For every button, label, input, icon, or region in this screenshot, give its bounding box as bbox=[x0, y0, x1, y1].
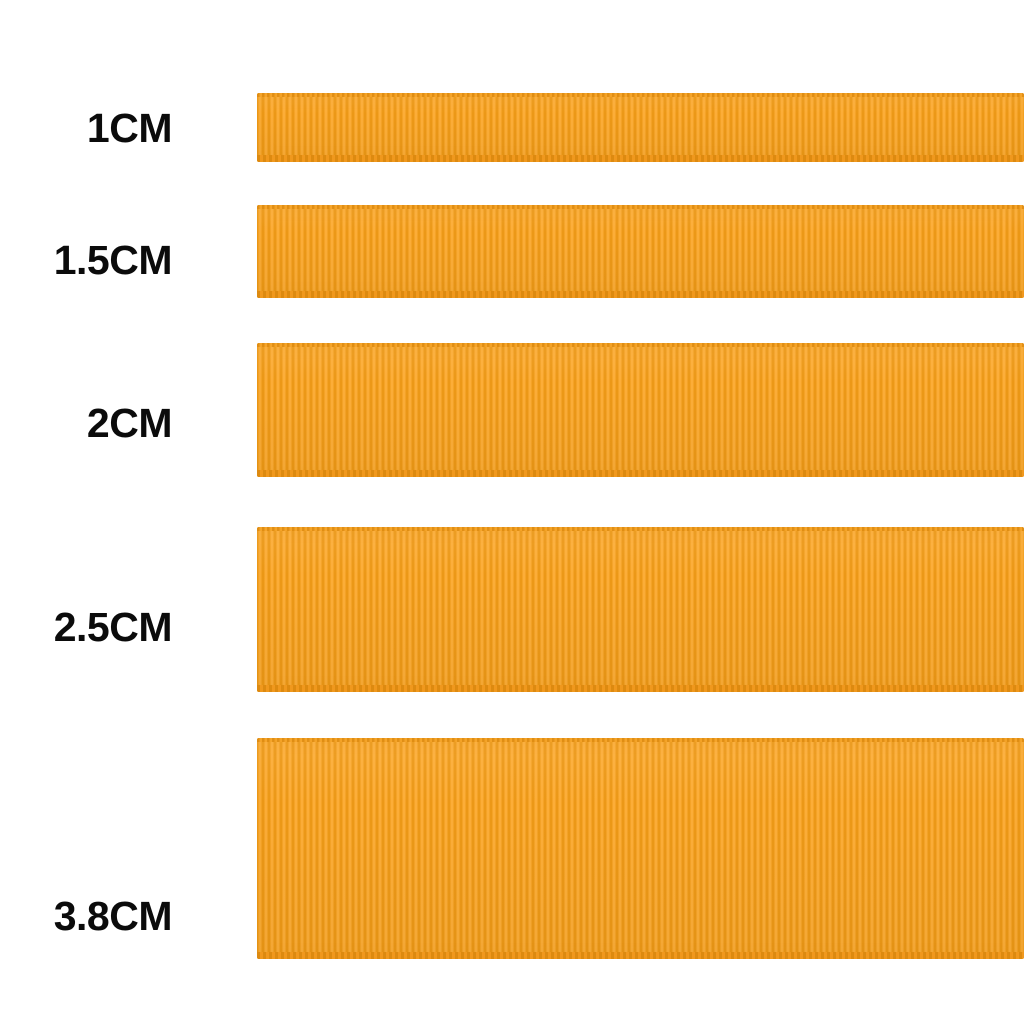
ribbon-strip-2-5cm bbox=[257, 527, 1024, 692]
ribbon-strip-2cm bbox=[257, 343, 1024, 477]
size-label: 1CM bbox=[86, 105, 173, 151]
size-label: 2CM bbox=[86, 400, 173, 446]
size-label: 1.5CM bbox=[53, 237, 173, 283]
size-label: 3.8CM bbox=[53, 893, 173, 939]
ribbon-strip-3-8cm bbox=[257, 738, 1024, 959]
ribbon-strip-1cm bbox=[257, 93, 1024, 162]
ribbon-strip-1-5cm bbox=[257, 205, 1024, 298]
size-label: 2.5CM bbox=[53, 604, 173, 650]
